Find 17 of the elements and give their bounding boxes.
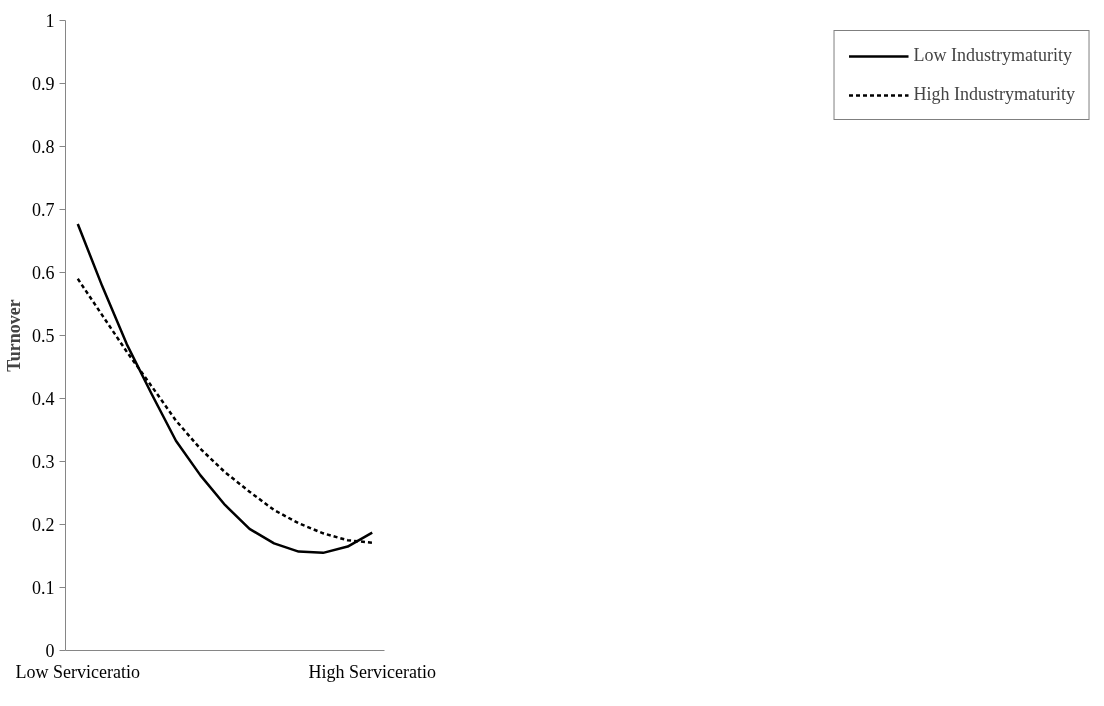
y-tick-label: 0.2 — [32, 515, 55, 535]
y-tick-label: 0.9 — [32, 74, 55, 94]
line-series — [76, 222, 374, 555]
y-tick-label: 0.1 — [32, 578, 55, 598]
legend-label: High Industrymaturity — [913, 84, 1075, 105]
legend-label: Low Industrymaturity — [913, 45, 1072, 66]
y-tick-label: 0 — [45, 641, 55, 661]
y-tick-label: 0.4 — [32, 389, 55, 409]
y-axis-title: Turnover — [4, 299, 24, 372]
y-tick-label: 1 — [45, 11, 55, 31]
x-tick-label: High Serviceratio — [308, 661, 436, 682]
y-tick-label: 0.8 — [32, 137, 55, 157]
x-tick-label: Low Serviceratio — [15, 661, 140, 682]
y-tick-label: 0.3 — [32, 452, 55, 472]
y-tick-label: 0.5 — [32, 326, 55, 346]
y-tick-label: 0.7 — [32, 200, 55, 220]
y-tick-label: 0.6 — [32, 263, 55, 283]
